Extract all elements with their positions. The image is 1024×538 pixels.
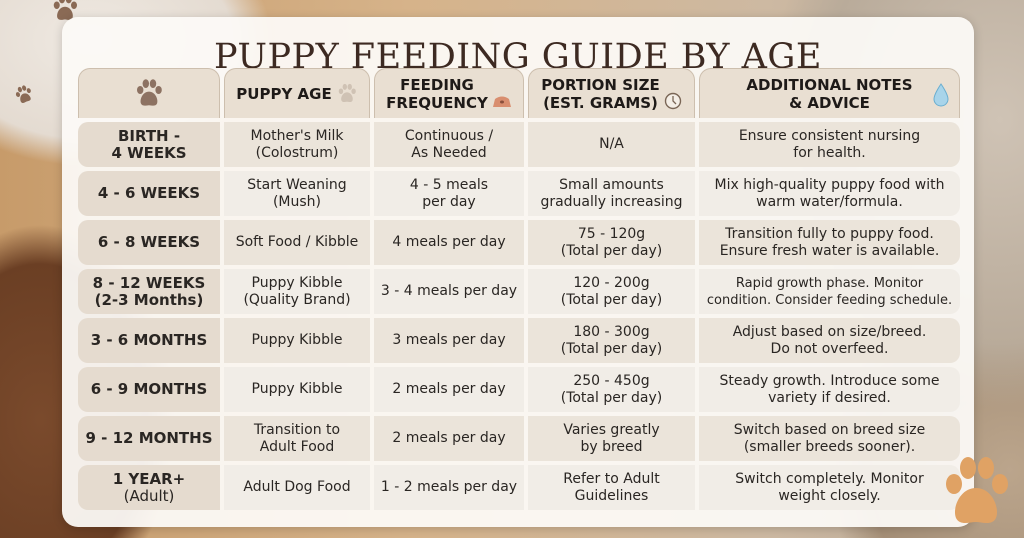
- water-drop-icon: [933, 83, 949, 107]
- notes-cell: Mix high-quality puppy food with warm wa…: [699, 171, 960, 216]
- header-icon-cell: [78, 68, 220, 118]
- food-cell: Adult Dog Food: [224, 465, 370, 510]
- food-cell: Puppy Kibble (Quality Brand): [224, 269, 370, 314]
- age-sublabel: (Adult): [123, 486, 175, 505]
- frequency-cell: 2 meals per day: [374, 416, 524, 461]
- portion-cell: 120 - 200g (Total per day): [528, 269, 695, 314]
- notes-cell: Switch based on breed size (smaller bree…: [699, 416, 960, 461]
- portion-cell: Small amounts gradually increasing: [528, 171, 695, 216]
- frequency-cell: 3 meals per day: [374, 318, 524, 363]
- age-cell: 8 - 12 WEEKS (2-3 Months): [78, 269, 220, 314]
- frequency-cell: 1 - 2 meals per day: [374, 465, 524, 510]
- header-label: FEEDING FREQUENCY: [386, 75, 488, 112]
- portion-cell: Refer to Adult Guidelines: [528, 465, 695, 510]
- food-cell: Mother's Milk (Colostrum): [224, 122, 370, 167]
- feeding-guide-card: PUPPY FEEDING GUIDE BY AGE PUPPY AGE FEE…: [62, 17, 974, 527]
- age-cell: 9 - 12 MONTHS: [78, 416, 220, 461]
- dog-bowl-icon: [492, 96, 511, 107]
- age-cell: 4 - 6 WEEKS: [78, 171, 220, 216]
- paw-icon: [936, 454, 1016, 534]
- age-cell: 6 - 9 MONTHS: [78, 367, 220, 412]
- notes-cell: Transition fully to puppy food. Ensure f…: [699, 220, 960, 265]
- clock-icon: [664, 92, 681, 110]
- portion-cell: 75 - 120g (Total per day): [528, 220, 695, 265]
- frequency-cell: 3 - 4 meals per day: [374, 269, 524, 314]
- header-label: PORTION SIZE (EST. GRAMS): [541, 75, 660, 112]
- food-cell: Start Weaning (Mush): [224, 171, 370, 216]
- notes-cell: Ensure consistent nursing for health.: [699, 122, 960, 167]
- age-cell: 1 YEAR+ (Adult): [78, 465, 220, 510]
- food-cell: Puppy Kibble: [224, 367, 370, 412]
- header-portion-size: PORTION SIZE (EST. GRAMS): [528, 68, 695, 118]
- paw-icon: [336, 83, 358, 105]
- age-cell: BIRTH - 4 WEEKS: [78, 122, 220, 167]
- age-cell: 6 - 8 WEEKS: [78, 220, 220, 265]
- age-cell: 3 - 6 MONTHS: [78, 318, 220, 363]
- frequency-cell: 2 meals per day: [374, 367, 524, 412]
- frequency-cell: Continuous / As Needed: [374, 122, 524, 167]
- portion-cell: 250 - 450g (Total per day): [528, 367, 695, 412]
- food-cell: Soft Food / Kibble: [224, 220, 370, 265]
- notes-cell: Steady growth. Introduce some variety if…: [699, 367, 960, 412]
- notes-cell: Adjust based on size/breed. Do not overf…: [699, 318, 960, 363]
- age-label: 1 YEAR+: [112, 469, 186, 488]
- frequency-cell: 4 meals per day: [374, 220, 524, 265]
- portion-cell: N/A: [528, 122, 695, 167]
- header-additional-notes: ADDITIONAL NOTES & ADVICE: [699, 68, 960, 118]
- portion-cell: Varies greatly by breed: [528, 416, 695, 461]
- portion-cell: 180 - 300g (Total per day): [528, 318, 695, 363]
- food-cell: Puppy Kibble: [224, 318, 370, 363]
- feeding-table: PUPPY AGE FEEDING FREQUENCY PORTION SIZE…: [78, 68, 960, 510]
- background-paw-print: [10, 85, 38, 109]
- paw-icon: [133, 78, 165, 110]
- notes-cell: Switch completely. Monitor weight closel…: [699, 465, 960, 510]
- header-label: ADDITIONAL NOTES & ADVICE: [746, 75, 913, 112]
- header-label: PUPPY AGE: [236, 84, 332, 103]
- food-cell: Transition to Adult Food: [224, 416, 370, 461]
- frequency-cell: 4 - 5 meals per day: [374, 171, 524, 216]
- header-feeding-frequency: FEEDING FREQUENCY: [374, 68, 524, 118]
- notes-cell: Rapid growth phase. Monitor condition. C…: [699, 269, 960, 314]
- header-puppy-age: PUPPY AGE: [224, 68, 370, 118]
